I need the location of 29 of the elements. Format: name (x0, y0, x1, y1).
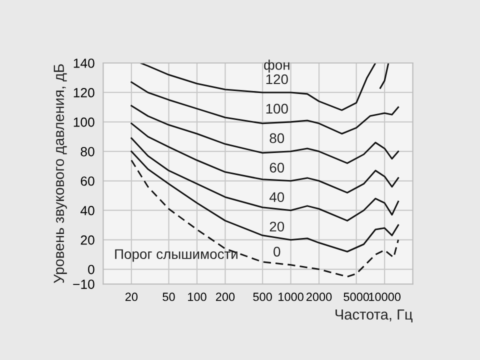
x-axis-title: Частота, Гц (336, 309, 412, 322)
y-tick-label: 40 (80, 206, 94, 216)
x-tick-label: 1000 (278, 292, 304, 302)
series-label: 20 (270, 222, 284, 232)
y-tick-label: 0 (88, 264, 94, 274)
x-tick-label: 10000 (369, 292, 401, 302)
y-tick-label: 20 (80, 235, 94, 245)
x-tick-label: 200 (216, 292, 235, 302)
x-tick-label: 5000 (344, 292, 370, 302)
x-tick-label: 20 (125, 292, 138, 302)
x-tick-label: 100 (188, 292, 206, 302)
series-label: 0 (274, 246, 280, 257)
annotation: фон (264, 60, 290, 73)
y-axis-title: Уровень звукового давления, дБ (54, 64, 67, 284)
y-tick-label: 60 (80, 176, 94, 186)
series-label: 60 (270, 162, 284, 173)
series-label: 40 (269, 192, 284, 202)
y-tick-label: 120 (74, 88, 94, 98)
y-tick-label: −10 (73, 280, 94, 289)
y-tick-label: 140 (74, 58, 94, 68)
series-label: 120 (266, 74, 288, 84)
x-tick-label: 50 (162, 292, 175, 302)
series-label: 80 (270, 133, 284, 144)
annotation: Порог слышимости (115, 249, 238, 262)
y-tick-label: 100 (74, 118, 94, 127)
series-label: 100 (266, 104, 288, 114)
x-tick-label: 2000 (306, 292, 332, 302)
y-tick-label: 80 (80, 146, 94, 156)
x-tick-label: 500 (253, 292, 272, 302)
